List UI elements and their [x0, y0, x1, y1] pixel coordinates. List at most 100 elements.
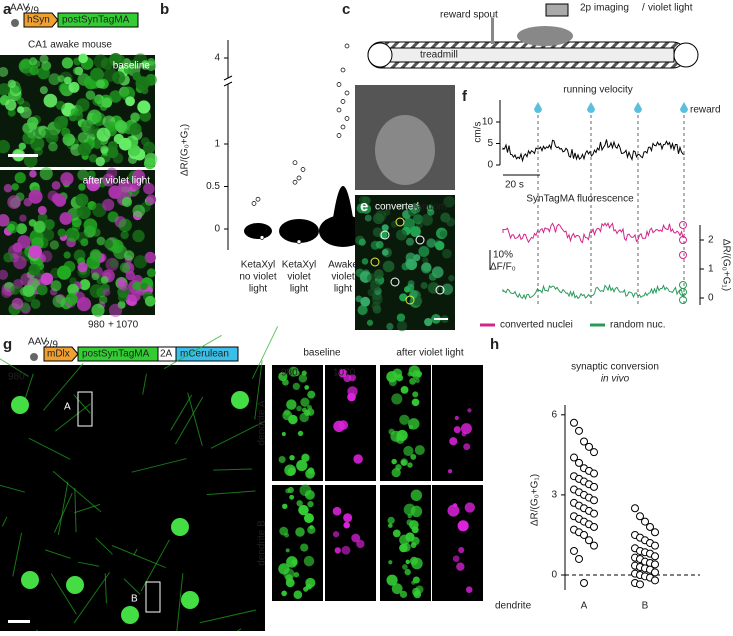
point [646, 522, 654, 531]
reporter [175, 346, 239, 362]
spine [410, 453, 417, 460]
spine [288, 414, 298, 425]
cell [27, 116, 39, 129]
neurite [104, 573, 107, 604]
cell [448, 275, 455, 282]
spine [296, 500, 303, 507]
cell [72, 67, 81, 75]
label: mCerulean [180, 349, 229, 360]
point [570, 418, 578, 427]
point [590, 496, 598, 505]
cell [120, 230, 129, 240]
cell [383, 209, 391, 216]
cell [133, 255, 148, 269]
cell [30, 299, 41, 309]
cell [58, 115, 69, 126]
cell [100, 103, 108, 111]
spine [407, 513, 412, 519]
spine [447, 504, 460, 517]
spine [278, 563, 290, 575]
label: 20 s [505, 180, 524, 191]
point [292, 160, 298, 166]
spine [289, 494, 295, 500]
spine [464, 502, 475, 513]
cell [116, 278, 126, 287]
cell [65, 293, 78, 306]
cell [0, 139, 10, 154]
spine [300, 397, 310, 407]
neurite [210, 420, 266, 449]
spine [456, 562, 465, 571]
icon [11, 19, 19, 27]
spine [293, 590, 303, 600]
label: SynTagMA fluorescence [526, 194, 634, 205]
spine [409, 377, 417, 385]
neurite [50, 573, 77, 615]
cell [357, 305, 368, 316]
cell [90, 67, 105, 82]
cell [358, 238, 366, 246]
soma [121, 606, 139, 624]
construct [57, 12, 139, 28]
cell [121, 196, 133, 207]
cell [147, 57, 156, 66]
point [590, 522, 598, 531]
cell [381, 224, 389, 232]
wheel [367, 42, 393, 68]
cell [366, 319, 374, 326]
cell [426, 238, 436, 248]
label: 1 [214, 139, 220, 150]
cell [28, 263, 41, 276]
cell [128, 144, 141, 157]
point [296, 175, 302, 181]
spine [305, 583, 312, 590]
cell [28, 57, 38, 66]
spine [281, 431, 286, 437]
spine [388, 428, 395, 435]
cell [55, 100, 66, 110]
spine [414, 445, 425, 456]
label: a [3, 1, 12, 18]
cell [41, 228, 55, 242]
spine [411, 398, 420, 407]
spine [409, 556, 418, 565]
spine [406, 519, 413, 526]
cell [80, 119, 95, 134]
label: 0 [551, 570, 557, 581]
cell [68, 81, 80, 93]
neurite [53, 492, 73, 533]
point [340, 99, 346, 104]
cell [446, 217, 456, 227]
cell [49, 240, 60, 250]
neurite [12, 532, 23, 577]
point [344, 43, 350, 49]
cell [44, 219, 55, 230]
cell [125, 96, 135, 107]
cell [382, 260, 395, 273]
label: c [342, 1, 350, 18]
cell [356, 203, 367, 214]
label: ΔF/F₀ [490, 262, 516, 273]
neurite [74, 488, 77, 533]
scale [434, 318, 448, 320]
label: light [334, 284, 353, 295]
spine [305, 468, 315, 479]
cell [28, 189, 43, 204]
cell [364, 214, 372, 222]
cell [372, 227, 383, 238]
spine [296, 459, 308, 472]
swarm [331, 186, 355, 232]
cell [83, 218, 98, 233]
cell [29, 170, 37, 178]
drop [587, 102, 595, 113]
cell [420, 281, 428, 289]
soma [21, 571, 39, 589]
label: ΔR/(G₀+G₁) [720, 239, 731, 291]
soma [66, 576, 84, 594]
spine [400, 458, 409, 467]
neurite [0, 358, 29, 377]
cell [7, 79, 16, 89]
spine [453, 426, 461, 434]
cell [57, 75, 65, 83]
cell [91, 112, 103, 124]
